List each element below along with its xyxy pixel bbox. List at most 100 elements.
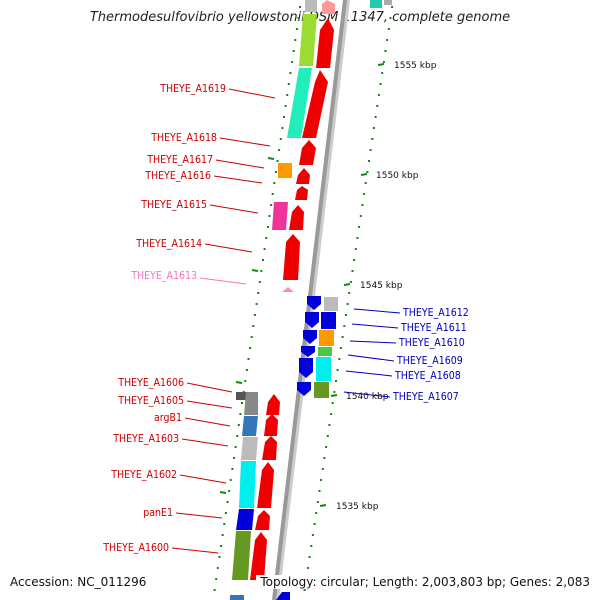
gene-block: [278, 163, 292, 178]
gene-block: [316, 357, 331, 381]
gene-block: [324, 297, 338, 311]
gene-arrow: [289, 205, 304, 230]
trace-dot: [346, 303, 349, 305]
gene-block: [384, 0, 392, 5]
gene-block: [321, 312, 336, 329]
trace-dot: [224, 512, 227, 514]
trace-dot: [377, 94, 380, 96]
trace-dot: [349, 281, 352, 283]
trace-dot: [353, 259, 356, 261]
trace-dot: [234, 446, 237, 448]
tick-label: 1550 kbp: [376, 171, 419, 181]
gene-arrow: [262, 436, 277, 460]
gene-arrow: [297, 382, 311, 396]
trace-dot: [333, 391, 336, 393]
trace-dot: [255, 303, 258, 305]
left-leader-lines: [171, 88, 276, 554]
gene-label: THEYE_A1612: [402, 307, 469, 319]
trace-dot: [236, 435, 239, 437]
left-gene-labels: THEYE_A1619 THEYE_A1618 THEYE_A1617 THEY…: [102, 83, 226, 554]
trace-dot: [260, 270, 263, 272]
trace-dot: [226, 501, 229, 503]
trace-dot: [286, 94, 289, 96]
trace-dot: [303, 589, 306, 591]
gene-label: THEYE_A1617: [146, 154, 213, 166]
gene-arrow: [303, 330, 317, 344]
trace-dot: [228, 490, 231, 492]
trace-dot: [335, 380, 337, 382]
gene-label: THEYE_A1608: [394, 370, 461, 382]
trace-dot: [361, 204, 364, 206]
trace-dot: [291, 61, 294, 63]
trace-dot: [216, 567, 219, 569]
trace-dot: [344, 314, 347, 316]
trace-dot: [368, 160, 370, 162]
trace-dot: [239, 413, 242, 415]
trace-dot: [257, 292, 260, 294]
trace-dot: [341, 336, 344, 338]
trace-dot: [389, 17, 392, 19]
trace-dot: [213, 589, 216, 591]
gene-label: argB1: [154, 412, 182, 424]
trace-dot: [311, 534, 314, 536]
gene-block: [236, 509, 254, 530]
trace-dot: [247, 358, 250, 360]
trace-dot: [318, 490, 321, 492]
gene-arrow: [299, 140, 316, 165]
trace-dot: [313, 523, 316, 525]
gene-arrow: [250, 532, 267, 580]
trace-dot: [310, 545, 313, 547]
trace-dot: [233, 457, 235, 459]
gene-arrow: [295, 186, 308, 200]
dotted-trace-right: [303, 6, 394, 591]
gene-block: [287, 68, 312, 138]
gene-arrow: [255, 510, 270, 530]
right-gene-labels: THEYE_A1612 THEYE_A1611 THEYE_A1610 THEY…: [392, 307, 469, 403]
trace-dot: [386, 39, 389, 41]
gene-label: THEYE_A1615: [140, 199, 207, 211]
trace-dot: [283, 116, 285, 118]
gene-arrow: [299, 358, 313, 378]
gene-arrow: [301, 346, 315, 357]
gene-block: [305, 0, 317, 12]
tick-label: 1555 kbp: [394, 61, 437, 71]
gene-arrow: [305, 312, 319, 328]
gene-block: [239, 461, 256, 508]
trace-dot: [330, 413, 333, 415]
trace-dot: [387, 28, 390, 30]
gene-label: THEYE_A1600: [102, 542, 169, 554]
gene-label: THEYE_A1616: [144, 170, 211, 182]
trace-dot: [320, 479, 323, 481]
gene-label: THEYE_A1614: [135, 238, 202, 250]
gene-label: THEYE_A1609: [396, 355, 463, 367]
trace-dot: [363, 193, 366, 195]
trace-dot: [331, 402, 334, 404]
trace-dot: [376, 105, 379, 107]
trace-dot: [364, 182, 367, 184]
trace-dot: [339, 347, 342, 349]
gene-label: THEYE_A1610: [398, 337, 465, 349]
gene-label: panE1: [143, 507, 173, 519]
trace-dot: [244, 380, 247, 382]
gene-block: [370, 0, 382, 8]
gene-arrow: [322, 0, 335, 14]
trace-dot: [223, 523, 226, 525]
trace-dot: [229, 479, 232, 481]
trace-dot: [354, 248, 357, 250]
gene-block: [319, 330, 334, 346]
right-leader-lines: [343, 308, 401, 398]
gene-track-outer: [230, 0, 317, 600]
trace-dot: [325, 446, 328, 448]
trace-dot: [366, 171, 369, 173]
trace-dot: [220, 545, 223, 547]
trace-dot: [391, 6, 394, 8]
tick-label: 1545 kbp: [360, 281, 403, 291]
trace-dot: [274, 171, 277, 173]
gene-arrow: [316, 18, 334, 68]
gene-block: [314, 382, 329, 398]
trace-dot: [328, 424, 331, 426]
trace-dot: [351, 270, 354, 272]
trace-dot: [268, 215, 271, 217]
trace-dot: [326, 435, 329, 437]
trace-dot: [374, 116, 377, 118]
